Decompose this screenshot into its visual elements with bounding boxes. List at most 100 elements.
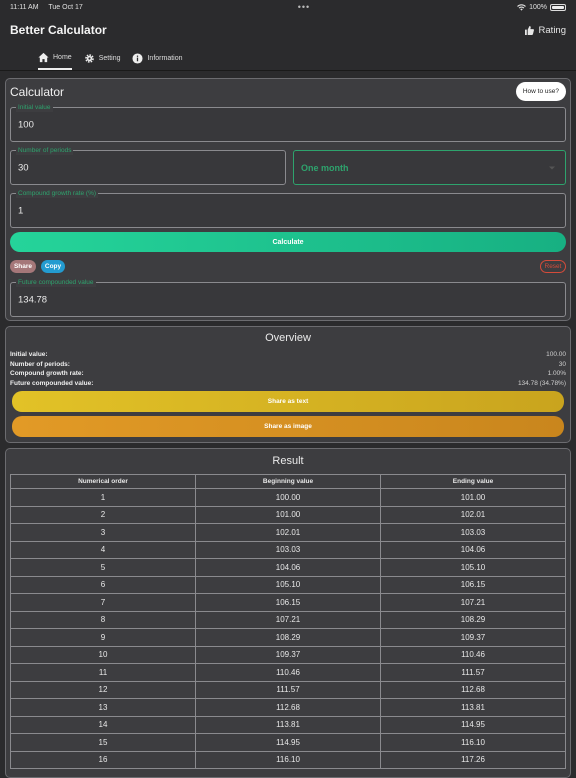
initial-value-label: Initial value (16, 103, 53, 112)
table-cell: 105.10 (380, 558, 566, 577)
table-row: 14 113.81 114.95 (10, 715, 566, 734)
tab-setting[interactable]: Setting (84, 46, 121, 70)
growth-rate-field[interactable]: Compound growth rate (%) 1 (10, 189, 566, 228)
column-header: Ending value (380, 474, 566, 489)
initial-value-field[interactable]: Initial value 100 (10, 103, 566, 142)
table-row: 4 103.03 104.06 (10, 540, 566, 559)
table-cell: 111.57 (195, 680, 381, 699)
tab-home-label: Home (53, 53, 72, 61)
table-cell: 103.03 (380, 523, 566, 542)
overview-row: Initial value: 100.00 (10, 351, 566, 361)
table-row: 10 109.37 110.46 (10, 645, 566, 664)
reset-button[interactable]: Reset (540, 260, 566, 273)
table-cell: 110.46 (195, 663, 381, 682)
battery-percent: 100% (529, 3, 547, 11)
future-value-label: Future compounded value (16, 278, 96, 287)
table-cell: 105.10 (195, 575, 381, 594)
number-of-periods-field[interactable]: Number of periods 30 (10, 146, 286, 185)
table-cell: 1 (10, 488, 196, 507)
tab-home[interactable]: Home (38, 46, 72, 70)
table-cell: 6 (10, 575, 196, 594)
initial-value-input[interactable]: 100 (18, 119, 34, 130)
table-cell: 113.81 (380, 698, 566, 717)
period-unit-value: One month (301, 162, 349, 173)
share-as-text-button[interactable]: Share as text (12, 391, 564, 412)
overview-label: Compound growth rate: (10, 370, 84, 378)
table-cell: 16 (10, 750, 196, 769)
overview-label: Future compounded value: (10, 379, 94, 387)
table-row: 1 100.00 101.00 (10, 488, 566, 507)
growth-rate-input[interactable]: 1 (18, 205, 24, 216)
table-cell: 4 (10, 540, 196, 559)
status-date: Tue Oct 17 (48, 3, 83, 11)
table-row: 15 114.95 116.10 (10, 733, 566, 752)
overview-value: 100.00 (546, 351, 566, 358)
period-unit-select[interactable]: One month (293, 150, 566, 185)
overview-row: Number of periods: 30 (10, 361, 566, 371)
table-cell: 117.26 (380, 750, 566, 769)
overview-value: 30 (558, 360, 566, 368)
table-cell: 11 (10, 663, 196, 682)
gear-icon (84, 53, 94, 63)
copy-button[interactable]: Copy (41, 260, 65, 273)
number-of-periods-input[interactable]: 30 (18, 162, 29, 173)
table-cell: 8 (10, 610, 196, 629)
table-cell: 108.29 (195, 628, 381, 647)
tab-bar: Home Setting Information (0, 46, 576, 71)
column-header: Numerical order (10, 474, 196, 489)
info-icon (132, 52, 144, 64)
table-cell: 109.37 (195, 645, 381, 664)
table-cell: 7 (10, 593, 196, 612)
table-cell: 104.06 (380, 540, 566, 559)
calculator-card: Calculator How to use? Initial value 100… (5, 78, 571, 321)
table-cell: 114.95 (195, 733, 381, 752)
overview-label: Initial value: (10, 351, 48, 358)
home-icon (38, 52, 49, 62)
tab-information[interactable]: Information (132, 46, 183, 70)
table-cell: 116.10 (195, 750, 381, 769)
table-cell: 106.15 (195, 593, 381, 612)
how-to-use-button[interactable]: How to use? (515, 82, 566, 101)
table-cell: 106.15 (380, 575, 566, 594)
app-header: Better Calculator Rating (0, 14, 576, 46)
battery-icon (549, 3, 566, 11)
table-cell: 100.00 (195, 488, 381, 507)
calculator-title: Calculator (10, 85, 65, 99)
result-card: Result Numerical order Beginning value E… (5, 448, 571, 778)
app-title: Better Calculator (10, 23, 107, 37)
table-cell: 113.81 (195, 715, 381, 734)
table-cell: 101.00 (195, 505, 381, 524)
wifi-icon (517, 3, 526, 11)
rating-button[interactable]: Rating (524, 24, 566, 36)
overview-row: Future compounded value: 134.78 (34.78%) (10, 380, 566, 390)
share-button[interactable]: Share (10, 260, 36, 273)
future-value-output: 134.78 (18, 294, 48, 305)
table-row: 6 105.10 106.15 (10, 575, 566, 594)
table-cell: 109.37 (380, 628, 566, 647)
table-cell: 101.00 (380, 488, 566, 507)
share-as-image-button[interactable]: Share as image (12, 416, 564, 437)
table-cell: 102.01 (380, 505, 566, 524)
table-row: 11 110.46 111.57 (10, 663, 566, 682)
multitask-dots-icon[interactable]: ••• (297, 2, 311, 12)
calculate-button[interactable]: Calculate (10, 232, 566, 252)
table-cell: 15 (10, 733, 196, 752)
table-cell: 107.21 (195, 610, 381, 629)
table-cell: 10 (10, 645, 196, 664)
result-table-body: 1 100.00 101.00 2 101.00 102.01 3 102.01 103.03 4… (10, 488, 566, 769)
table-cell: 102.01 (195, 523, 381, 542)
overview-value: 134.78 (34.78%) (517, 379, 566, 387)
tab-information-label: Information (147, 54, 183, 62)
table-cell: 111.57 (380, 663, 566, 682)
status-bar: 11:11 AM Tue Oct 17 ••• 100% (0, 0, 576, 14)
rating-label: Rating (538, 24, 566, 36)
table-cell: 112.68 (195, 698, 381, 717)
overview-value: 1.00% (547, 370, 566, 378)
tab-setting-label: Setting (98, 54, 121, 62)
status-time: 11:11 AM (10, 3, 39, 11)
table-row: 9 108.29 109.37 (10, 628, 566, 647)
table-cell: 114.95 (380, 715, 566, 734)
table-cell: 2 (10, 505, 196, 524)
table-row: 8 107.21 108.29 (10, 610, 566, 629)
table-row: 5 104.06 105.10 (10, 558, 566, 577)
